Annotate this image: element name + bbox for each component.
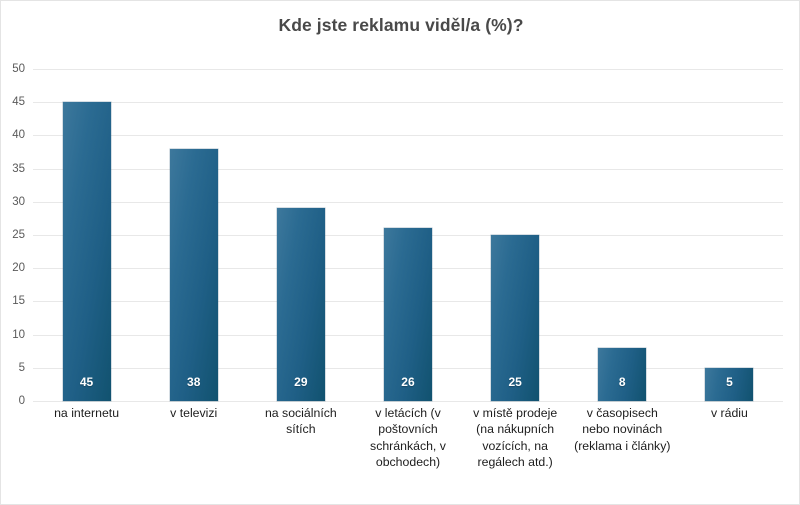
y-axis-tick-label: 0 xyxy=(18,395,25,407)
y-axis: 0 5 10 15 20 25 30 35 40 45 50 xyxy=(1,63,33,407)
bar-slot: 38 xyxy=(140,69,247,401)
y-axis-tick-label: 10 xyxy=(12,328,25,341)
bar-value-label: 25 xyxy=(508,375,522,389)
bar-value-label: 8 xyxy=(618,375,626,389)
bar-value-label: 38 xyxy=(187,375,201,389)
bar[interactable]: 5 xyxy=(705,367,754,401)
y-axis-tick-label: 20 xyxy=(12,262,25,275)
y-axis-tick-label: 15 xyxy=(12,295,25,308)
y-axis-tick-label: 5 xyxy=(18,361,25,374)
bar[interactable]: 29 xyxy=(276,208,325,401)
bar-slot: 29 xyxy=(247,69,354,401)
bar-slot: 25 xyxy=(462,69,569,401)
bar-value-label: 45 xyxy=(79,375,94,389)
x-axis-category-label: na sociálních sítích xyxy=(264,406,337,437)
x-axis-category-label: v místě prodeje (na nákupních vozících, … xyxy=(473,406,558,470)
gridline xyxy=(33,201,783,203)
y-axis-tick-label: 50 xyxy=(12,63,25,75)
bar-series: 45 38 29 26 25 8 5 xyxy=(33,69,783,401)
gridline xyxy=(33,168,783,170)
y-axis-tick-label: 30 xyxy=(12,195,25,208)
bar-slot: 45 xyxy=(33,69,140,401)
x-axis-category-labels: na internetu v televizi na sociálních sítí… xyxy=(33,405,783,470)
gridline xyxy=(33,102,783,104)
bar[interactable]: 8 xyxy=(598,347,647,401)
gridline xyxy=(33,135,783,137)
y-axis-tick-label: 35 xyxy=(12,162,25,175)
bar-slot: 8 xyxy=(569,69,676,401)
gridline xyxy=(33,69,783,70)
bar[interactable]: 26 xyxy=(383,228,432,401)
gridline xyxy=(33,401,783,402)
bar[interactable]: 45 xyxy=(62,102,111,401)
bar[interactable]: 38 xyxy=(169,148,218,401)
chart-title: Kde jste reklamu viděl/a (%)? xyxy=(278,15,524,35)
bar[interactable]: 25 xyxy=(491,235,540,401)
bar-value-label: 29 xyxy=(294,375,308,389)
x-axis-category-label: v letácích (v poštovních schránkách, v o… xyxy=(370,406,446,470)
x-axis-category-label: na internetu xyxy=(54,406,120,420)
bar-value-label: 26 xyxy=(401,375,415,389)
y-axis-tick-label: 40 xyxy=(12,129,25,142)
bar-slot: 26 xyxy=(354,69,461,401)
x-axis-category-label: v rádiu xyxy=(710,406,748,420)
x-axis-category-label: v časopisech nebo novinách (reklama i čl… xyxy=(574,406,671,453)
y-axis-tick-label: 45 xyxy=(12,96,25,109)
bar-slot: 5 xyxy=(676,69,783,401)
y-axis-tick-label: 25 xyxy=(12,229,25,241)
bar-value-label: 5 xyxy=(726,375,733,389)
x-axis-category-label: v televizi xyxy=(170,406,218,420)
